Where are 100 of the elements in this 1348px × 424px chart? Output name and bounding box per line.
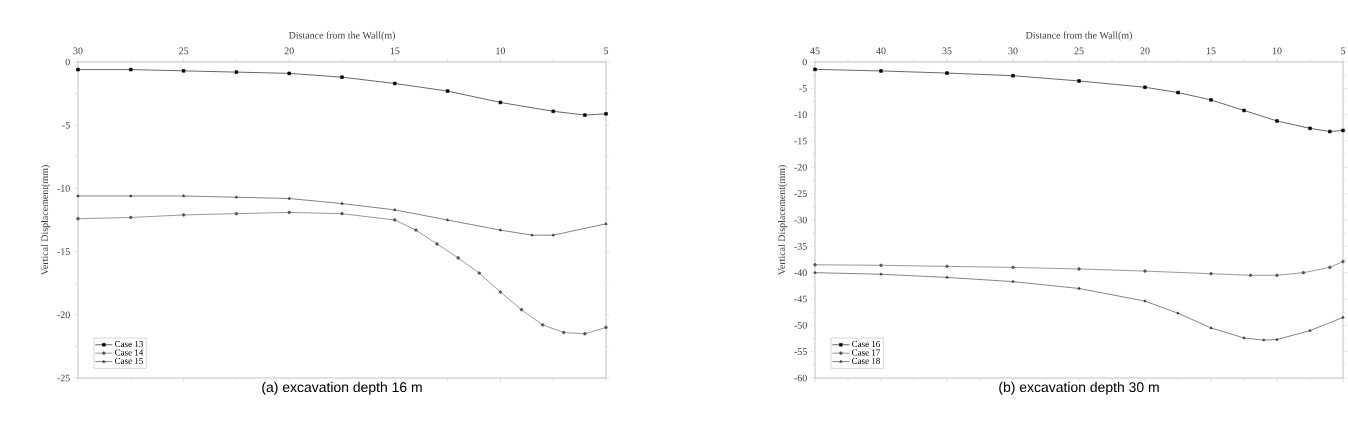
y-tick-label: -10 (57, 185, 70, 192)
point (1209, 272, 1213, 276)
x-axis-title: Distance from the Wall(m) (1025, 31, 1132, 41)
point (498, 100, 503, 105)
point (129, 67, 133, 72)
x-tick-label: 20 (284, 47, 294, 55)
x-tick-label: 45 (810, 47, 820, 55)
point (1275, 337, 1279, 341)
x-tick-label: 5 (604, 47, 609, 55)
point (498, 228, 502, 232)
point (1301, 270, 1306, 275)
point (530, 233, 534, 237)
point (287, 196, 291, 200)
point (813, 263, 817, 267)
point (445, 89, 450, 93)
point (1341, 259, 1345, 264)
x-tick-label: 15 (1206, 47, 1216, 55)
point (1262, 338, 1266, 342)
point (1209, 98, 1213, 102)
point (1308, 126, 1312, 131)
point (234, 70, 239, 74)
y-tick-label: -20 (57, 311, 70, 319)
point (234, 195, 238, 199)
legend-label: Case 17 (852, 349, 881, 356)
x-axis-title: Distance from the Wall(m) (288, 31, 395, 41)
y-tick-label: -5 (799, 85, 807, 92)
point (76, 67, 80, 72)
point (604, 222, 608, 225)
point (1341, 128, 1345, 133)
legend-label: Case 14 (115, 349, 144, 356)
y-tick-label: -15 (57, 248, 70, 255)
point (879, 263, 883, 267)
point (287, 71, 291, 76)
point (340, 211, 344, 216)
legend-label: Case 16 (852, 341, 881, 348)
point (879, 69, 883, 73)
y-tick-label: -50 (794, 321, 807, 329)
y-tick-label: 0 (802, 58, 807, 66)
point (945, 71, 949, 75)
y-tick-label: -40 (794, 269, 807, 277)
point (519, 308, 524, 312)
x-tick-label: 40 (876, 47, 886, 55)
y-tick-label: -30 (794, 216, 807, 224)
point (1011, 265, 1015, 270)
point (945, 264, 949, 269)
point (1077, 286, 1081, 290)
y-tick-label: -35 (794, 242, 807, 250)
y-tick-label: -55 (794, 348, 807, 355)
point (234, 211, 239, 216)
point (76, 217, 80, 221)
point (1011, 279, 1015, 283)
point (1242, 108, 1246, 113)
point (540, 323, 545, 327)
point (1143, 299, 1147, 303)
y-tick-label: -10 (794, 111, 807, 119)
point (393, 208, 397, 211)
legend-label: Case 18 (852, 357, 880, 364)
point (551, 109, 555, 113)
point (287, 210, 291, 215)
legend-label: Case 13 (115, 341, 143, 348)
point (945, 275, 949, 279)
point (583, 332, 587, 336)
point (1077, 79, 1081, 83)
point (393, 218, 397, 222)
point (456, 256, 460, 260)
point (1077, 267, 1081, 271)
y-tick-label: 0 (65, 58, 70, 66)
point (498, 290, 503, 294)
point (1275, 273, 1279, 277)
y-tick-label: -15 (794, 137, 807, 145)
x-tick-label: 10 (496, 47, 506, 55)
x-tick-label: 10 (1272, 47, 1282, 55)
point (551, 233, 555, 237)
y-tick-label: -20 (794, 163, 807, 171)
y-tick-label: -5 (62, 121, 70, 129)
point (604, 112, 608, 116)
point (1328, 129, 1332, 134)
x-tick-label: 25 (1074, 47, 1084, 55)
point (340, 201, 344, 205)
x-tick-label: 35 (942, 47, 952, 55)
y-axis-title: Vertical Displacement(mm) (778, 165, 788, 276)
point (1275, 119, 1279, 123)
point (393, 81, 397, 86)
point (129, 194, 133, 197)
x-tick-label: 25 (179, 47, 189, 55)
point (583, 113, 587, 117)
y-tick-label: -25 (794, 190, 807, 198)
x-tick-label: 5 (1341, 47, 1346, 55)
y-tick-label: -60 (794, 374, 807, 382)
point (129, 215, 133, 220)
point (1176, 311, 1180, 315)
point (1242, 336, 1246, 339)
x-tick-label: 20 (1140, 47, 1150, 55)
y-tick-label: -45 (794, 295, 807, 303)
point (1143, 85, 1147, 89)
point (1248, 273, 1253, 277)
legend-label: Case 15 (115, 357, 143, 364)
point (813, 270, 817, 274)
point (1308, 328, 1312, 332)
point (562, 330, 566, 335)
